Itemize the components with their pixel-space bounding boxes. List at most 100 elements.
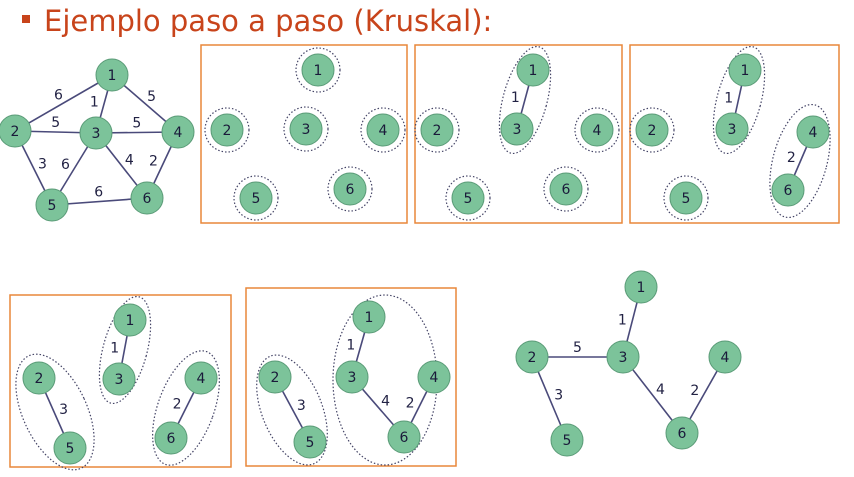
node-label: 5	[464, 191, 473, 207]
edge-weight-label: 2	[787, 150, 796, 166]
edge-weight-label: 3	[297, 398, 306, 414]
edge-weight-label: 1	[618, 313, 627, 329]
edge-weight-label: 1	[110, 341, 119, 357]
panel-step-3: 1 2 1 2 3 4 5 6	[629, 44, 840, 224]
panel-step-4: 13 212 3 456	[9, 294, 232, 471]
node-5	[669, 181, 703, 215]
node-label: 6	[562, 182, 571, 198]
node-label: 1	[126, 313, 135, 329]
node-1	[301, 53, 335, 87]
node-1	[728, 53, 762, 87]
node-4	[417, 360, 451, 394]
node-label: 5	[682, 191, 691, 207]
node-1	[516, 53, 550, 87]
component-ellipse	[498, 45, 552, 155]
node-2	[258, 360, 292, 394]
edge-weight-label: 2	[149, 154, 158, 170]
component-ellipse	[663, 175, 709, 221]
node-label: 1	[741, 63, 750, 79]
component-ellipse	[15, 353, 95, 471]
component-ellipse	[574, 107, 620, 153]
component-ellipse	[256, 354, 328, 466]
edge-weight-label: 1	[346, 337, 355, 353]
title-text: Ejemplo paso a paso (Kruskal):	[44, 4, 493, 38]
edge-weight-label: 3	[59, 402, 68, 418]
node-6	[665, 416, 699, 450]
node-4	[580, 113, 614, 147]
component-ellipse	[712, 45, 766, 155]
node-2	[22, 361, 56, 395]
edge-weight-label: 5	[147, 89, 156, 105]
node-label: 2	[11, 124, 20, 140]
node-label: 3	[92, 126, 101, 142]
node-4	[184, 361, 218, 395]
component-ellipse	[152, 350, 220, 466]
node-5	[451, 181, 485, 215]
node-4	[366, 113, 400, 147]
node-label: 3	[728, 122, 737, 138]
node-5	[550, 423, 584, 457]
component-ellipse	[414, 107, 460, 153]
node-3	[715, 112, 749, 146]
node-6	[333, 172, 367, 206]
edge-weight-label: 4	[656, 382, 665, 398]
node-2	[210, 113, 244, 147]
node-label: 4	[379, 123, 388, 139]
node-label: 6	[400, 430, 409, 446]
node-label: 2	[223, 123, 232, 139]
node-2	[515, 340, 549, 374]
node-5	[239, 181, 273, 215]
node-label: 2	[35, 371, 44, 387]
component-ellipse	[543, 166, 589, 212]
edge-weight-label: 2	[406, 396, 415, 412]
node-label: 5	[48, 198, 57, 214]
node-label: 6	[346, 182, 355, 198]
node-label: 1	[108, 68, 117, 84]
node-label: 4	[721, 350, 730, 366]
component-ellipse	[295, 47, 341, 93]
component-ellipse	[327, 166, 373, 212]
node-label: 2	[433, 123, 442, 139]
node-6	[771, 173, 805, 207]
node-6	[387, 420, 421, 454]
node-2	[420, 113, 454, 147]
node-label: 4	[197, 371, 206, 387]
edge-weight-label: 5	[573, 340, 582, 356]
edge-weight-label: 4	[381, 393, 390, 409]
node-label: 5	[252, 191, 261, 207]
node-6	[130, 181, 164, 215]
node-5	[53, 431, 87, 465]
node-1	[95, 58, 129, 92]
node-3	[606, 340, 640, 374]
node-6	[549, 172, 583, 206]
node-label: 2	[271, 370, 280, 386]
edge-weight-label: 2	[690, 383, 699, 399]
bullet-icon	[22, 15, 30, 23]
node-3	[102, 362, 136, 396]
node-label: 3	[302, 122, 311, 138]
node-label: 1	[314, 63, 323, 79]
edge-weight-label: 1	[90, 94, 99, 110]
component-ellipse	[360, 107, 406, 153]
component-ellipse	[769, 103, 831, 219]
component-ellipse	[98, 295, 152, 405]
node-label: 6	[143, 191, 152, 207]
node-label: 1	[637, 280, 646, 296]
edge-weight-label: 3	[554, 388, 563, 404]
node-1	[113, 303, 147, 337]
node-label: 3	[619, 350, 628, 366]
node-label: 5	[563, 433, 572, 449]
edge-weight-label: 1	[511, 90, 520, 106]
panel-result: 1 5 3 4 2 1 2 3 4 5 6	[515, 270, 742, 457]
node-1	[352, 300, 386, 334]
node-label: 1	[365, 310, 374, 326]
node-label: 5	[306, 435, 315, 451]
component-ellipse	[233, 175, 279, 221]
panel-step-5: 13 4 212 3 45 6	[245, 287, 457, 467]
edge-weight-label: 6	[61, 157, 70, 173]
edge-weight-label: 4	[125, 152, 134, 168]
node-4	[161, 115, 195, 149]
node-label: 6	[784, 183, 793, 199]
component-ellipse	[629, 107, 675, 153]
